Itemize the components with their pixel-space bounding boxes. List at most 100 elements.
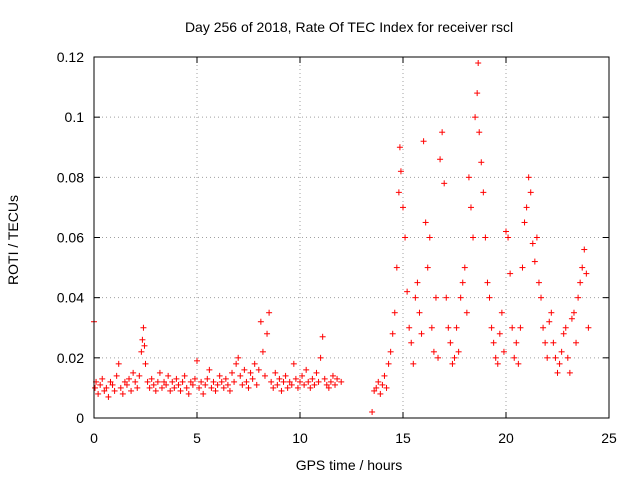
data-point: [459, 279, 466, 286]
data-point: [422, 219, 429, 226]
data-point: [181, 372, 188, 379]
data-point: [546, 318, 553, 325]
data-point: [107, 378, 114, 385]
x-tick-label: 15: [395, 430, 411, 446]
data-point: [577, 279, 584, 286]
data-point: [455, 348, 462, 355]
data-point: [558, 348, 565, 355]
data-point: [418, 330, 425, 337]
data-point: [329, 372, 336, 379]
data-point: [439, 129, 446, 136]
data-point: [482, 234, 489, 241]
data-point: [393, 264, 400, 271]
data-point: [420, 138, 427, 145]
data-point: [412, 294, 419, 301]
data-point: [500, 348, 507, 355]
data-point: [282, 372, 289, 379]
data-point: [507, 270, 514, 277]
data-point: [165, 372, 172, 379]
data-point: [400, 204, 406, 211]
data-point: [109, 381, 116, 388]
data-point: [521, 219, 528, 226]
data-point: [490, 339, 497, 346]
data-point: [284, 384, 291, 391]
data-point: [338, 378, 345, 385]
data-point: [416, 309, 423, 316]
data-point: [533, 234, 540, 241]
data-point: [470, 234, 477, 241]
data-point: [177, 387, 184, 394]
data-point: [278, 387, 285, 394]
data-point: [126, 375, 133, 382]
data-point: [175, 381, 182, 388]
data-point: [494, 360, 501, 367]
data-point: [373, 384, 380, 391]
data-point: [297, 378, 303, 385]
data-point: [134, 384, 141, 391]
data-point: [492, 354, 499, 361]
data-point: [579, 264, 586, 271]
data-point: [410, 360, 417, 367]
data-point: [139, 336, 146, 343]
data-point: [204, 375, 211, 382]
data-point: [317, 354, 324, 361]
data-point: [253, 381, 260, 388]
data-point: [239, 381, 246, 388]
plot-frame: [93, 56, 610, 419]
data-point: [158, 384, 165, 391]
data-point: [424, 264, 431, 271]
data-point: [247, 369, 254, 376]
data-point: [249, 375, 256, 382]
data-point: [441, 180, 448, 187]
data-point: [519, 264, 526, 271]
data-point: [237, 372, 244, 379]
data-point: [323, 381, 330, 388]
data-point: [509, 324, 516, 331]
data-point: [200, 390, 207, 397]
data-point: [486, 294, 493, 301]
data-point: [387, 348, 394, 355]
data-point: [185, 390, 192, 397]
data-point: [301, 381, 308, 388]
data-point: [280, 378, 287, 385]
data-point: [445, 324, 452, 331]
data-point: [404, 288, 411, 295]
data-point: [313, 369, 320, 376]
data-point: [391, 309, 398, 316]
data-point: [288, 381, 295, 388]
data-point: [292, 375, 299, 382]
data-point: [397, 168, 404, 175]
data-point: [395, 189, 402, 196]
data-point: [92, 384, 99, 391]
data-point: [229, 369, 236, 376]
data-point: [154, 378, 161, 385]
data-point: [475, 60, 482, 67]
data-point: [461, 264, 468, 271]
data-point: [128, 387, 135, 394]
data-point: [222, 375, 229, 382]
data-point: [216, 372, 223, 379]
data-point: [206, 366, 213, 373]
data-point: [121, 378, 128, 385]
data-point: [245, 384, 252, 391]
data-point: [515, 360, 522, 367]
data-point: [261, 372, 268, 379]
data-point: [389, 330, 396, 337]
data-point: [476, 129, 483, 136]
data-point: [117, 384, 124, 391]
data-point: [97, 381, 104, 388]
data-point: [226, 387, 233, 394]
data-point: [327, 378, 334, 385]
x-axis-label: GPS time / hours: [296, 457, 403, 473]
data-point: [385, 360, 392, 367]
data-point: [113, 372, 120, 379]
y-tick-label: 0.12: [57, 49, 84, 65]
data-point: [231, 378, 238, 385]
data-point: [257, 318, 264, 325]
data-point: [540, 324, 547, 331]
chart-title: Day 256 of 2018, Rate Of TEC Index for r…: [185, 19, 513, 35]
data-point: [552, 354, 559, 361]
data-point: [505, 234, 512, 241]
data-point: [498, 309, 505, 316]
